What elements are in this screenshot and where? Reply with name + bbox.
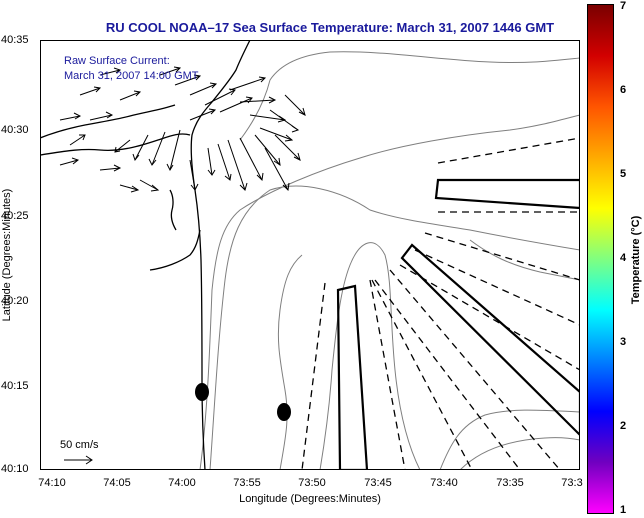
current-vector xyxy=(119,90,142,101)
sampling-line xyxy=(301,282,326,470)
station-dot xyxy=(195,383,209,401)
scale-label: 50 cm/s xyxy=(60,439,99,451)
colorbar-tick-label: 3 xyxy=(620,336,627,348)
sampling-line xyxy=(424,232,580,281)
current-vector xyxy=(274,134,301,161)
bathymetry-contour xyxy=(319,242,421,470)
current-vector xyxy=(89,111,114,121)
current-vectors xyxy=(59,66,306,193)
map-title: RU COOL NOAA–17 Sea Surface Temperature:… xyxy=(105,20,555,35)
current-vector xyxy=(114,139,131,153)
current-vector xyxy=(259,127,294,142)
colorbar-tick-label: 6 xyxy=(620,84,627,96)
sampling-line xyxy=(437,137,580,164)
x-tick-label: 73:50 xyxy=(298,477,326,489)
current-vector xyxy=(249,114,287,123)
current-vector xyxy=(229,76,267,91)
current-vector xyxy=(119,184,140,193)
current-vector xyxy=(174,74,202,86)
coastline-path xyxy=(169,189,177,231)
temperature-colorbar xyxy=(587,4,614,514)
coastline xyxy=(40,40,251,470)
x-tick-label: 73:35 xyxy=(496,477,524,489)
current-vector xyxy=(189,159,199,191)
x-tick-label: 73:3 xyxy=(561,477,583,489)
sampling-lines xyxy=(301,137,580,470)
colorbar-label: Temperature (°C) xyxy=(630,215,642,305)
map-canvas xyxy=(40,40,580,470)
study-box xyxy=(434,178,580,210)
study-box xyxy=(336,284,369,470)
current-vector xyxy=(99,67,122,76)
current-vector xyxy=(139,179,160,192)
current-vector xyxy=(227,139,248,191)
x-tick-label: 74:05 xyxy=(103,477,131,489)
current-vector xyxy=(166,129,181,172)
current-vector xyxy=(189,82,218,96)
current-vector xyxy=(59,157,80,166)
current-vector xyxy=(207,147,216,176)
bathymetry-contour xyxy=(239,51,580,141)
current-vector xyxy=(219,96,253,113)
bathymetry-contour xyxy=(209,185,580,470)
map-plot xyxy=(40,40,580,470)
current-vector xyxy=(132,134,149,162)
colorbar-tick-label: 2 xyxy=(620,420,627,432)
bathymetry-contour xyxy=(277,254,303,470)
x-tick-label: 73:40 xyxy=(430,477,458,489)
colorbar-tick-label: 1 xyxy=(620,504,627,516)
current-vector xyxy=(239,137,264,182)
current-vector xyxy=(69,134,86,146)
sampling-line xyxy=(414,249,580,326)
bathymetry-contour xyxy=(459,437,580,470)
current-vector xyxy=(264,147,290,192)
y-tick-label: 40:20 xyxy=(1,295,29,307)
y-tick-label: 40:35 xyxy=(1,34,29,46)
current-legend-title: Raw Surface Current: xyxy=(64,55,170,67)
current-vector xyxy=(217,143,232,181)
colorbar-tick-label: 7 xyxy=(620,0,627,12)
coastline-path xyxy=(40,133,191,156)
study-box xyxy=(400,243,580,437)
current-vector xyxy=(79,86,102,96)
x-axis-label: Longitude (Degrees:Minutes) xyxy=(239,493,381,505)
y-axis-label: Latitude (Degrees:Minutes) xyxy=(1,188,13,322)
current-vector xyxy=(254,134,281,167)
scale-arrow xyxy=(64,455,93,465)
sampling-line xyxy=(369,279,406,470)
y-tick-label: 40:25 xyxy=(1,210,29,222)
current-vector xyxy=(269,109,300,133)
station-dot xyxy=(277,403,291,421)
bathymetry-contour xyxy=(439,409,580,470)
plot-frame xyxy=(40,40,580,470)
coastline-path xyxy=(40,104,176,139)
bathymetry-contour xyxy=(469,239,580,281)
sampling-line xyxy=(389,269,561,470)
current-vector xyxy=(159,66,182,76)
current-vector xyxy=(59,112,82,121)
coastline-path xyxy=(190,40,251,470)
bathymetry-contours xyxy=(199,51,580,470)
current-vector xyxy=(99,164,122,172)
current-vector xyxy=(148,131,166,166)
coastline-path xyxy=(149,229,201,271)
current-vector xyxy=(239,96,277,104)
current-vector xyxy=(189,108,217,121)
y-tick-label: 40:15 xyxy=(1,380,29,392)
x-tick-label: 73:45 xyxy=(364,477,392,489)
colorbar-tick-label: 4 xyxy=(620,252,627,264)
x-tick-label: 74:00 xyxy=(168,477,196,489)
study-boxes xyxy=(336,178,580,470)
current-legend-date: March 31, 2007 14:00 GMT xyxy=(64,70,199,82)
y-tick-label: 40:30 xyxy=(1,124,29,136)
sampling-line xyxy=(374,279,521,470)
sampling-line xyxy=(399,264,580,371)
x-tick-label: 73:55 xyxy=(233,477,261,489)
current-vector xyxy=(284,94,306,116)
y-tick-label: 40:10 xyxy=(1,463,29,475)
colorbar-tick-label: 5 xyxy=(620,168,627,180)
x-tick-label: 74:10 xyxy=(38,477,66,489)
